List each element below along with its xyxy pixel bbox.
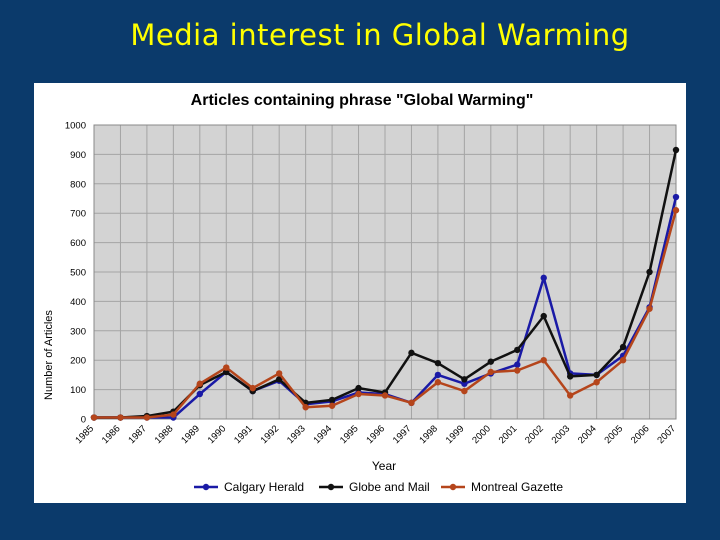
data-point-globe-and-mail [566, 373, 574, 380]
slide-title: Media interest in Global Warming [130, 18, 630, 52]
x-tick-label: 1994 [311, 423, 334, 446]
data-point-globe-and-mail [461, 376, 468, 383]
x-axis-label: Year [372, 459, 396, 473]
data-point-montreal-gazette [196, 380, 204, 387]
data-point-montreal-gazette [249, 384, 256, 392]
plot-border [93, 124, 677, 420]
legend-marker-calgary-herald [202, 483, 210, 491]
x-tick-label: 1999 [444, 423, 467, 446]
legend: Calgary Herald Globe and Mail Montreal Gaz… [194, 480, 563, 494]
y-tick-label: 400 [70, 297, 86, 308]
x-tick-label: 2001 [497, 423, 520, 446]
x-tick-label: 1998 [417, 423, 440, 446]
data-point-montreal-gazette [223, 364, 230, 371]
y-tick-label: 1000 [65, 121, 86, 132]
legend-marker-globe-and-mail [327, 483, 335, 491]
data-point-globe-and-mail [514, 346, 521, 354]
data-point-montreal-gazette [566, 392, 574, 399]
legend-label-montreal-gazette: Montreal Gazette [471, 480, 563, 494]
x-tick-label: 2007 [655, 423, 678, 446]
data-point-globe-and-mail [355, 384, 362, 392]
plot-layer: 0 100 200 300 400 500 600 700 800 900 1000 1985 1986… [65, 121, 680, 446]
y-axis-label: Number of Articles [43, 310, 55, 400]
data-point-montreal-gazette [672, 207, 680, 214]
data-point-calgary-herald [461, 380, 468, 387]
data-point-montreal-gazette [408, 399, 415, 407]
data-point-montreal-gazette [355, 390, 362, 398]
legend-label-calgary-herald: Calgary Herald [224, 480, 304, 494]
data-point-globe-and-mail [487, 358, 495, 365]
line-chart: Articles containing phrase "Global Warmi… [43, 92, 680, 494]
data-point-globe-and-mail [646, 268, 653, 276]
data-point-montreal-gazette [117, 414, 124, 421]
x-tick-label: 1997 [391, 423, 414, 446]
x-tick-label: 2000 [470, 423, 493, 446]
data-point-calgary-herald [196, 390, 204, 398]
x-tick-label: 1993 [285, 423, 308, 446]
x-tick-label: 1995 [338, 423, 361, 446]
data-point-montreal-gazette [434, 379, 442, 386]
data-point-calgary-herald [514, 361, 521, 368]
legend-label-globe-and-mail: Globe and Mail [349, 480, 430, 494]
y-tick-label: 800 [70, 179, 86, 190]
x-tick-label: 1985 [73, 423, 96, 446]
data-point-montreal-gazette [328, 402, 336, 409]
x-tick-label: 2006 [629, 423, 652, 446]
x-tick-label: 1996 [364, 423, 387, 446]
x-tick-label: 2002 [523, 423, 546, 446]
data-point-calgary-herald [672, 193, 680, 201]
data-point-montreal-gazette [381, 392, 389, 399]
x-tick-label: 1990 [206, 423, 229, 446]
y-tick-label: 200 [70, 356, 86, 367]
data-point-montreal-gazette [170, 411, 177, 418]
data-point-montreal-gazette [487, 368, 495, 376]
data-point-montreal-gazette [275, 370, 283, 377]
data-point-globe-and-mail [328, 396, 336, 404]
data-point-globe-and-mail [672, 146, 680, 154]
x-tick-label: 2004 [576, 423, 599, 446]
x-tick-label: 1987 [126, 423, 149, 446]
legend-marker-montreal-gazette [449, 483, 457, 491]
data-point-globe-and-mail [408, 349, 415, 357]
x-tick-label: 1988 [153, 423, 176, 446]
y-tick-label: 300 [70, 326, 86, 337]
x-tick-label: 1989 [179, 423, 202, 446]
data-point-montreal-gazette [593, 379, 600, 386]
data-point-calgary-herald [434, 371, 442, 379]
data-point-montreal-gazette [619, 357, 627, 364]
data-point-montreal-gazette [540, 357, 547, 364]
data-point-montreal-gazette [302, 404, 309, 411]
y-tick-label: 700 [70, 209, 86, 220]
data-point-montreal-gazette [143, 414, 151, 421]
data-point-globe-and-mail [619, 343, 627, 351]
chart-title: Articles containing phrase "Global Warmi… [191, 92, 534, 109]
data-point-montreal-gazette [514, 367, 521, 374]
x-tick-label: 1986 [100, 423, 123, 446]
y-tick-label: 500 [70, 268, 86, 279]
y-tick-label: 0 [81, 415, 86, 426]
data-point-calgary-herald [540, 274, 547, 282]
x-tick-label: 2003 [550, 423, 573, 446]
x-tick-label: 2005 [602, 423, 625, 446]
data-point-globe-and-mail [275, 376, 283, 383]
y-tick-label: 100 [70, 385, 86, 396]
data-point-montreal-gazette [90, 414, 98, 421]
y-tick-label: 600 [70, 238, 86, 249]
data-point-globe-and-mail [593, 371, 600, 379]
data-point-montreal-gazette [646, 305, 653, 312]
x-tick-label: 1991 [232, 423, 255, 446]
data-point-globe-and-mail [540, 312, 547, 320]
y-tick-label: 900 [70, 150, 86, 161]
x-tick-label: 1992 [259, 423, 282, 446]
chart-panel: Articles containing phrase "Global Warmi… [34, 83, 686, 503]
data-point-globe-and-mail [434, 359, 442, 367]
data-point-montreal-gazette [461, 387, 468, 395]
